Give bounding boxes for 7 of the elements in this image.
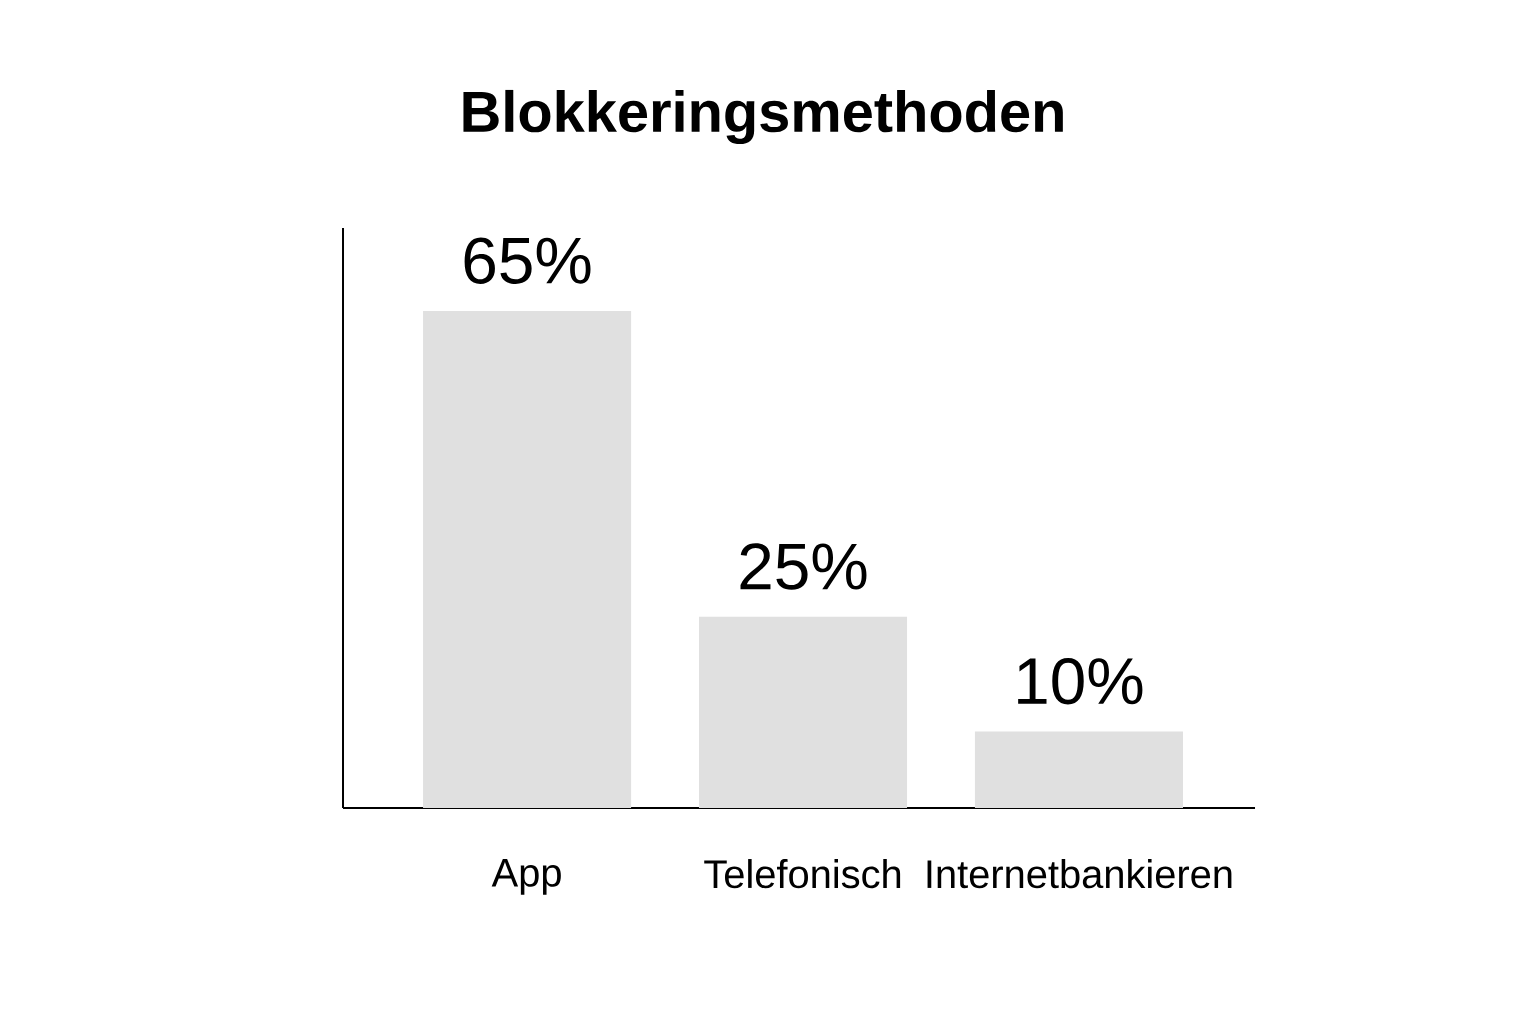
x-tick-label: App bbox=[491, 859, 561, 895]
data-label: 65% bbox=[464, 237, 591, 284]
x-tick-label: Internetbankieren bbox=[927, 859, 1232, 889]
data-label: 25% bbox=[740, 543, 867, 590]
data-label: 10% bbox=[1018, 657, 1143, 705]
chart-title: Blokkeringsmethoden bbox=[463, 89, 1063, 145]
x-tick-label: Telefonisch bbox=[704, 859, 901, 889]
